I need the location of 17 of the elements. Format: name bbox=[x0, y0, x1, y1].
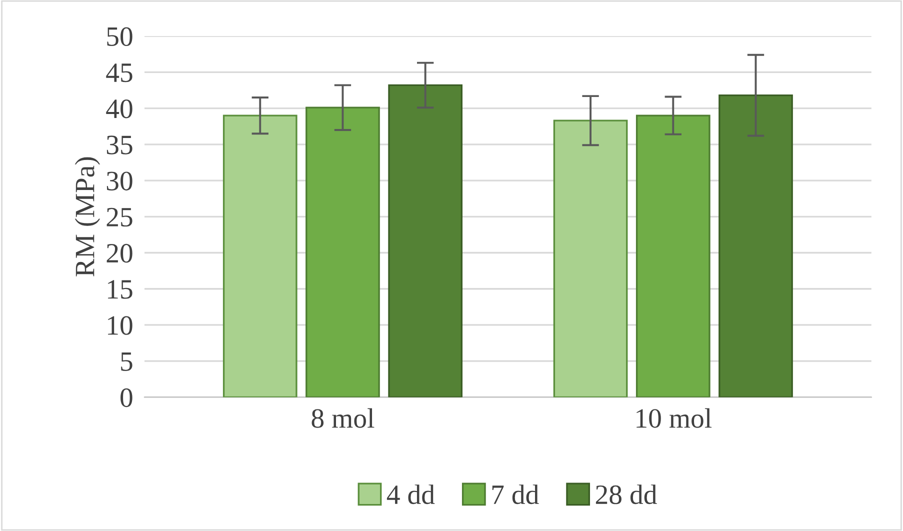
y-tick-label: 20 bbox=[106, 244, 132, 263]
y-tick-label: 25 bbox=[106, 208, 132, 227]
y-tick-label: 10 bbox=[108, 316, 132, 335]
y-tick-label: 5 bbox=[121, 352, 132, 371]
legend-label: 7 dd bbox=[492, 484, 539, 504]
y-tick-label: 0 bbox=[120, 388, 132, 408]
y-axis-title: RM (MPa) bbox=[74, 157, 100, 276]
legend-label: 28 dd bbox=[596, 484, 657, 504]
y-tick-label: 35 bbox=[106, 136, 132, 154]
legend-label: 4 dd bbox=[386, 484, 435, 504]
y-tick-label: 30 bbox=[106, 172, 132, 190]
y-tick-label: 40 bbox=[106, 99, 132, 118]
x-tick-label: 8 mol bbox=[312, 408, 374, 428]
y-tick-label: 45 bbox=[106, 64, 132, 82]
x-tick-label: 10 mol bbox=[636, 408, 712, 428]
y-tick-label: 15 bbox=[108, 280, 132, 299]
y-tick-label: 50 bbox=[107, 27, 132, 46]
